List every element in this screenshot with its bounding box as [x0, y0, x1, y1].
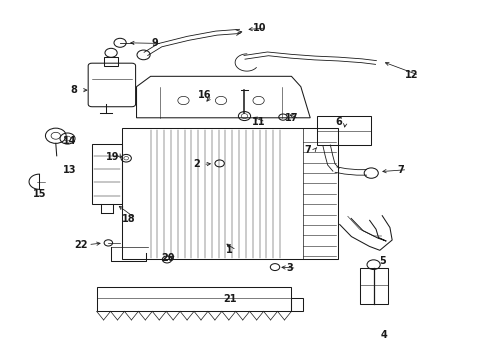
Bar [291, 297, 303, 311]
Text: 22: 22 [74, 240, 88, 249]
Text: 20: 20 [161, 253, 174, 264]
Text: 7: 7 [304, 145, 311, 154]
Text: 5: 5 [379, 256, 386, 266]
Bar [359, 268, 387, 305]
Text: 2: 2 [192, 159, 199, 170]
Text: 7: 7 [396, 165, 403, 175]
Text: 18: 18 [122, 214, 136, 224]
Bar [317, 116, 370, 145]
Bar [92, 144, 122, 204]
Text: 6: 6 [334, 117, 341, 127]
Text: 14: 14 [63, 136, 77, 146]
Text: 11: 11 [251, 117, 265, 127]
Bar [122, 128, 338, 260]
Text: 3: 3 [285, 263, 292, 273]
Text: 17: 17 [285, 113, 298, 123]
Text: 8: 8 [70, 85, 78, 95]
Text: 16: 16 [198, 90, 211, 100]
Text: 15: 15 [33, 189, 46, 199]
Text: 12: 12 [405, 70, 418, 80]
Text: 9: 9 [152, 39, 159, 49]
Text: 4: 4 [380, 330, 386, 340]
Text: 1: 1 [225, 245, 232, 255]
Bar [103, 57, 118, 66]
Bar [97, 287, 291, 311]
Text: 21: 21 [223, 294, 237, 304]
Text: 13: 13 [63, 165, 77, 175]
Text: 10: 10 [252, 23, 266, 33]
Text: 19: 19 [106, 152, 120, 162]
